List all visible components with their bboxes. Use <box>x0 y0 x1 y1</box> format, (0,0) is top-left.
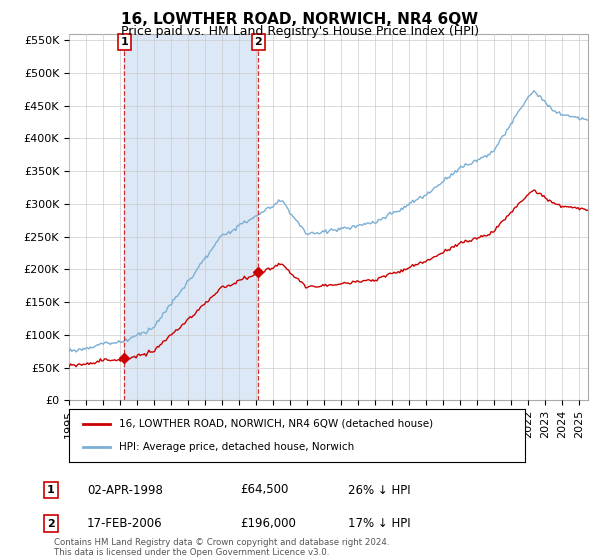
Text: 26% ↓ HPI: 26% ↓ HPI <box>348 483 410 497</box>
Text: 1: 1 <box>47 485 55 495</box>
Text: 02-APR-1998: 02-APR-1998 <box>87 483 163 497</box>
Text: £196,000: £196,000 <box>240 517 296 530</box>
Text: 2: 2 <box>47 519 55 529</box>
Text: 16, LOWTHER ROAD, NORWICH, NR4 6QW: 16, LOWTHER ROAD, NORWICH, NR4 6QW <box>121 12 479 27</box>
Text: 17% ↓ HPI: 17% ↓ HPI <box>348 517 410 530</box>
Text: Price paid vs. HM Land Registry's House Price Index (HPI): Price paid vs. HM Land Registry's House … <box>121 25 479 38</box>
Text: 1: 1 <box>121 38 128 47</box>
Bar <box>124 34 259 400</box>
Text: 2: 2 <box>254 38 262 47</box>
Text: £64,500: £64,500 <box>240 483 289 497</box>
Text: 16, LOWTHER ROAD, NORWICH, NR4 6QW (detached house): 16, LOWTHER ROAD, NORWICH, NR4 6QW (deta… <box>119 419 433 429</box>
Text: 17-FEB-2006: 17-FEB-2006 <box>87 517 163 530</box>
Text: HPI: Average price, detached house, Norwich: HPI: Average price, detached house, Norw… <box>119 442 355 452</box>
Text: Contains HM Land Registry data © Crown copyright and database right 2024.
This d: Contains HM Land Registry data © Crown c… <box>54 538 389 557</box>
